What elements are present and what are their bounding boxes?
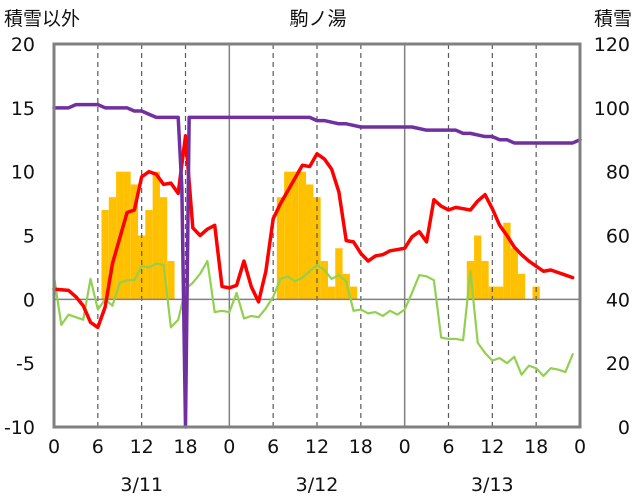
hour-tick-label: 12 [130,436,154,458]
snow-bar [291,171,299,300]
grid-lines [54,44,580,427]
snow-bar [284,171,292,300]
snow-bar [306,184,314,300]
snow-bar [335,248,343,300]
right-axis-ticks: 120 100 80 60 40 20 0 [594,34,630,439]
snow-bar [167,261,175,300]
red-series-line [52,134,575,330]
right-tick-label: 100 [594,98,630,120]
snow-bar [510,248,518,300]
snow-bar [503,222,511,300]
snow-bar [517,273,526,300]
snow-bar [108,197,117,300]
chart-title: 駒ノ湯 [289,8,346,30]
left-axis-label: 積雪以外 [4,8,80,30]
snow-bar [320,261,328,300]
left-tick-label: 15 [11,98,35,120]
right-tick-label: 120 [594,34,630,56]
right-tick-label: 40 [606,289,630,311]
snow-bar [327,286,336,300]
left-axis-ticks: 20 15 10 5 0 -5 -10 [4,34,35,439]
snow-bar [152,171,160,300]
hour-tick-label: 18 [173,436,197,458]
date-tick-label: 3/12 [296,474,339,496]
left-tick-label: -5 [16,353,35,375]
hour-tick-label: 12 [305,436,329,458]
plot-frame [52,42,582,429]
snowfall-bars [101,171,540,300]
left-tick-label: 5 [23,226,35,248]
snow-bar [123,171,131,300]
hour-tick-label: 0 [399,436,411,458]
hour-tick-label: 0 [574,436,586,458]
snow-bar [313,197,321,300]
x-hour-ticks: 0 6 12 18 0 6 12 18 0 6 12 18 0 [48,436,586,458]
right-tick-label: 80 [606,162,630,184]
snow-bar [342,273,350,300]
hour-tick-label: 18 [349,436,373,458]
hour-tick-label: 0 [223,436,235,458]
right-tick-label: 60 [606,226,630,248]
right-tick-label: 20 [606,353,630,375]
hour-tick-label: 6 [92,436,104,458]
snow-bar [145,209,153,300]
left-tick-label: 0 [23,289,35,311]
snow-bar [474,235,482,300]
snow-bar [101,209,109,300]
hour-tick-label: 12 [480,436,504,458]
green-series-line [52,259,574,378]
series-lines [52,102,582,429]
hour-tick-label: 18 [524,436,548,458]
snow-bar [488,286,496,300]
snow-bar [298,171,307,300]
left-tick-label: 10 [11,162,35,184]
snow-bar [276,197,285,300]
x-date-ticks: 3/11 3/12 3/13 [120,474,513,496]
left-tick-label: 20 [11,34,35,56]
hour-tick-label: 0 [48,436,60,458]
snow-bar [532,286,540,300]
snow-bar [159,197,168,300]
snow-bar [481,261,489,300]
right-tick-label: 0 [618,417,630,439]
hour-tick-label: 6 [267,436,279,458]
right-axis-label: 積雪 [594,8,632,30]
snow-bar [495,286,504,300]
date-tick-label: 3/11 [120,474,163,496]
purple-series-line [52,102,582,429]
hour-tick-label: 6 [442,436,454,458]
snow-bar [349,286,358,300]
left-tick-label: -10 [4,417,35,439]
date-tick-label: 3/13 [471,474,514,496]
snow-bar [130,184,139,300]
